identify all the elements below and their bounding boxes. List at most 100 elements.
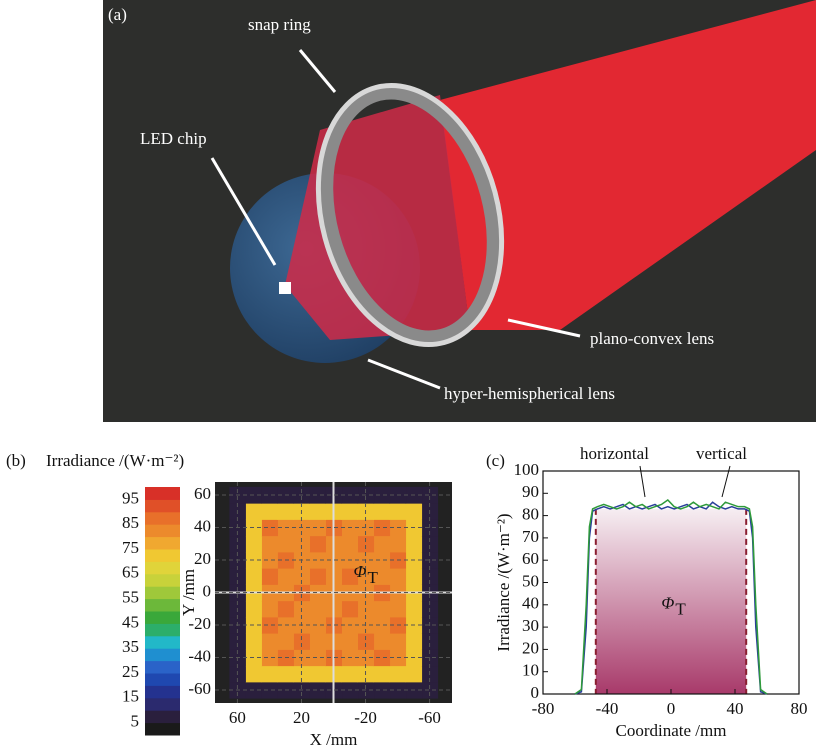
heat-cell [261, 633, 278, 650]
led-chip [279, 282, 291, 294]
x-tick-label: 80 [791, 699, 808, 718]
heat-cell [342, 601, 359, 618]
annotation: LED chip [140, 129, 207, 148]
heat-cell [277, 536, 294, 553]
annotation: Φ [354, 562, 367, 581]
colorbar-tick-label: 95 [122, 488, 139, 507]
heat-cell [342, 633, 359, 650]
heat-cell [309, 568, 326, 585]
colorbar-swatch [145, 685, 180, 698]
y-axis-title: Irradiance /(W·m⁻²) [494, 513, 513, 651]
y-tick-label: 50 [522, 571, 539, 590]
heat-cell [261, 519, 278, 536]
y-tick-label: 30 [522, 616, 539, 635]
colorbar-tick-label: 65 [122, 563, 139, 582]
y-tick-label: 40 [522, 594, 539, 613]
heat-cell [358, 633, 375, 650]
heat-cell [342, 536, 359, 553]
heat-cell [342, 666, 359, 683]
panel-a: (a) snap ring LED chip plano-convex lens… [103, 0, 816, 422]
heat-cell [261, 568, 278, 585]
heat-cell [422, 633, 439, 650]
y-tick-label: 0 [203, 581, 212, 600]
heat-cell [374, 536, 391, 553]
heat-cell [342, 503, 359, 520]
annotation: hyper-hemispherical lens [444, 384, 615, 403]
heat-cell [261, 503, 278, 520]
heat-cell [390, 601, 407, 618]
x-tick-label: 0 [667, 699, 676, 718]
heat-cell [406, 536, 423, 553]
annotation-subscript: T [675, 600, 686, 619]
x-tick-label: -20 [354, 708, 377, 727]
y-tick-label: 0 [531, 683, 540, 702]
heat-cell [245, 666, 262, 683]
y-axis-title: Y /mm [179, 569, 198, 616]
colorbar-swatch [145, 512, 180, 525]
heat-cell [390, 633, 407, 650]
y-tick-label: -60 [188, 679, 211, 698]
page: (a) snap ring LED chip plano-convex lens… [0, 0, 816, 751]
heat-cell [406, 568, 423, 585]
colorbar-swatch [145, 673, 180, 686]
colorbar-swatch [145, 599, 180, 612]
x-tick-label: 60 [229, 708, 246, 727]
y-tick-label: 60 [194, 484, 211, 503]
heat-cell [261, 617, 278, 634]
panel-label: (b) [6, 451, 26, 470]
heat-cell [245, 633, 262, 650]
legend-label: vertical [696, 444, 747, 463]
y-tick-label: 70 [522, 527, 539, 546]
heat-cell [229, 633, 246, 650]
heat-cell [293, 633, 310, 650]
x-axis-title: Coordinate /mm [616, 721, 727, 740]
annotation: plano-convex lens [590, 329, 714, 348]
heat-cell [261, 682, 278, 699]
colorbar-swatch [145, 698, 180, 711]
colorbar-title: Irradiance /(W·m⁻²) [46, 451, 184, 470]
x-tick-label: 20 [293, 708, 310, 727]
colorbar-swatch [145, 636, 180, 649]
colorbar-tick-label: 35 [122, 637, 139, 656]
heat-cell [277, 503, 294, 520]
heat-cell [309, 503, 326, 520]
colorbar-swatch [145, 623, 180, 636]
heat-cell [261, 649, 278, 666]
colorbar-tick-label: 85 [122, 513, 139, 532]
x-tick-label: 40 [727, 699, 744, 718]
panel-label: (c) [486, 451, 505, 470]
heat-cell [261, 552, 278, 569]
y-tick-label: 40 [194, 516, 211, 535]
heat-cell [277, 601, 294, 618]
colorbar-tick-label: 75 [122, 538, 139, 557]
heat-cell [406, 503, 423, 520]
heat-cell [374, 666, 391, 683]
heat-cell [261, 601, 278, 618]
heat-cell [309, 536, 326, 553]
heat-cell [261, 666, 278, 683]
heat-cell [261, 487, 278, 504]
y-tick-label: 90 [522, 482, 539, 501]
colorbar-tick-label: 15 [122, 687, 139, 706]
heat-cell [374, 601, 391, 618]
x-tick-label: -60 [418, 708, 441, 727]
heat-cell [245, 568, 262, 585]
legend-label: horizontal [580, 444, 649, 463]
colorbar-swatch [145, 661, 180, 674]
heat-cell [277, 568, 294, 585]
colorbar-swatch [145, 487, 180, 500]
y-tick-label: 60 [522, 549, 539, 568]
heat-cell [390, 568, 407, 585]
x-axis-title: X /mm [310, 730, 358, 749]
colorbar-swatch [145, 723, 180, 736]
heat-cell [406, 601, 423, 618]
y-tick-label: -40 [188, 646, 211, 665]
colorbar-tick-label: 25 [122, 662, 139, 681]
annotation: snap ring [248, 15, 311, 34]
colorbar-swatch [145, 648, 180, 661]
heat-cell [390, 666, 407, 683]
heat-cell [245, 536, 262, 553]
colorbar-swatch [145, 561, 180, 574]
heat-cell [406, 666, 423, 683]
heat-cell [390, 503, 407, 520]
